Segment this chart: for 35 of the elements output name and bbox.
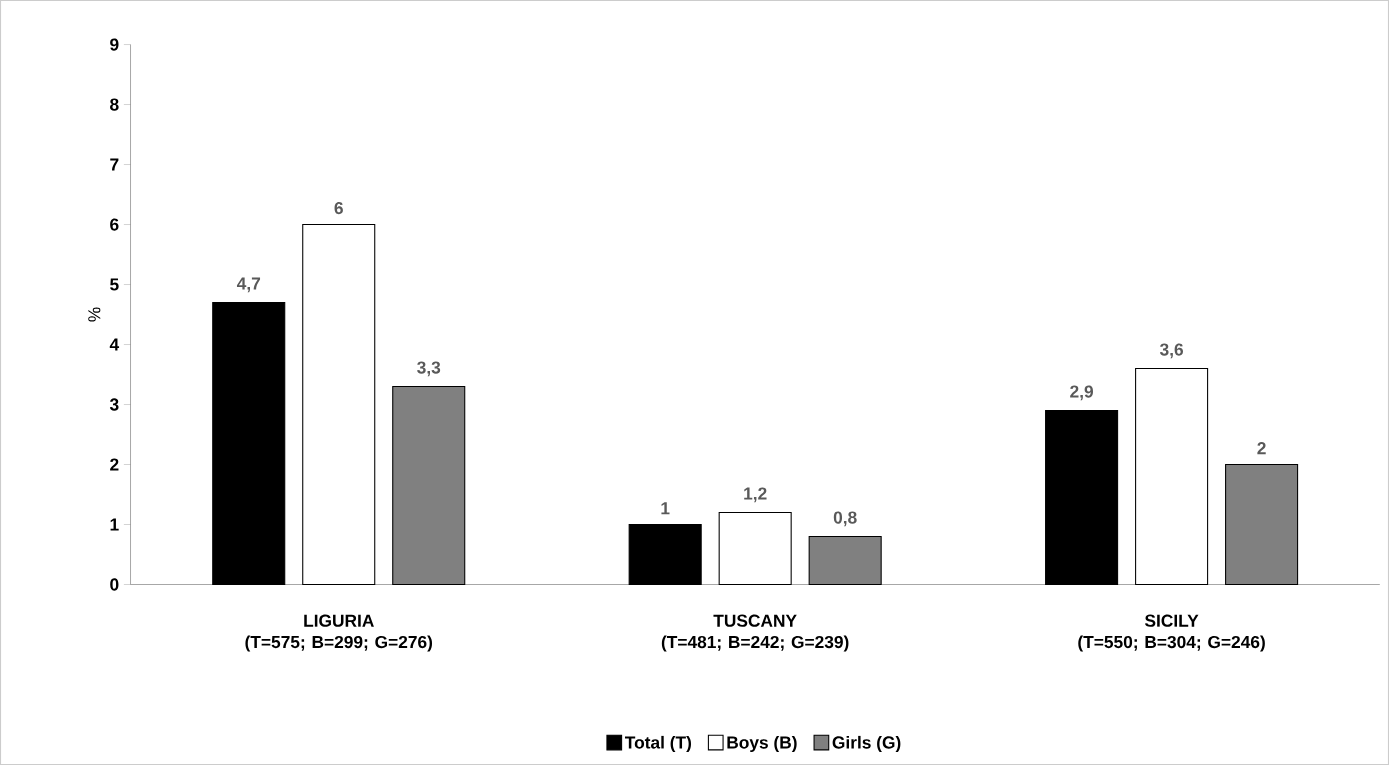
y-tick-label: 4 — [109, 338, 120, 351]
y-tick-label: 9 — [110, 38, 119, 51]
y-tick-label: 7 — [110, 158, 119, 171]
data-label: 3,6 — [1159, 343, 1184, 359]
data-label: 6 — [334, 201, 343, 215]
bar — [1045, 409, 1119, 586]
x-tick-label: LIGURIA (T=575; B=299; G=276) — [245, 614, 433, 652]
x-tick-label: SICILY (T=550; B=304; G=246) — [1078, 614, 1265, 652]
y-axis-title: % — [88, 307, 101, 322]
data-label: 1 — [661, 502, 670, 515]
legend-label: Boys (B) — [727, 735, 797, 753]
y-tick-label: 1 — [110, 518, 119, 531]
data-label: 4,7 — [236, 277, 261, 293]
y-tick-label: 2 — [110, 458, 119, 471]
legend-label: Total (T) — [624, 735, 691, 753]
y-tick-label: 3 — [109, 398, 119, 411]
bar — [1135, 367, 1209, 586]
bar — [718, 511, 792, 586]
y-tick-label: 5 — [110, 278, 119, 291]
y-tick-label: 6 — [110, 218, 119, 231]
x-tick-label: TUSCANY (T=481; B=242; G=239) — [661, 614, 849, 652]
bar — [302, 223, 376, 586]
bar — [392, 385, 466, 586]
y-tick-label: 0 — [110, 578, 119, 591]
data-label: 1,2 — [744, 487, 767, 503]
data-label: 3,3 — [417, 361, 441, 377]
legend-label: Girls (G) — [832, 735, 901, 753]
data-label: 2 — [1257, 442, 1266, 455]
bar — [212, 301, 286, 586]
data-label: 0,8 — [833, 511, 857, 527]
data-label: 2,9 — [1070, 385, 1093, 401]
bar — [808, 535, 882, 586]
bar — [1225, 463, 1299, 586]
y-tick-label: 8 — [110, 98, 119, 111]
bar — [628, 523, 702, 586]
